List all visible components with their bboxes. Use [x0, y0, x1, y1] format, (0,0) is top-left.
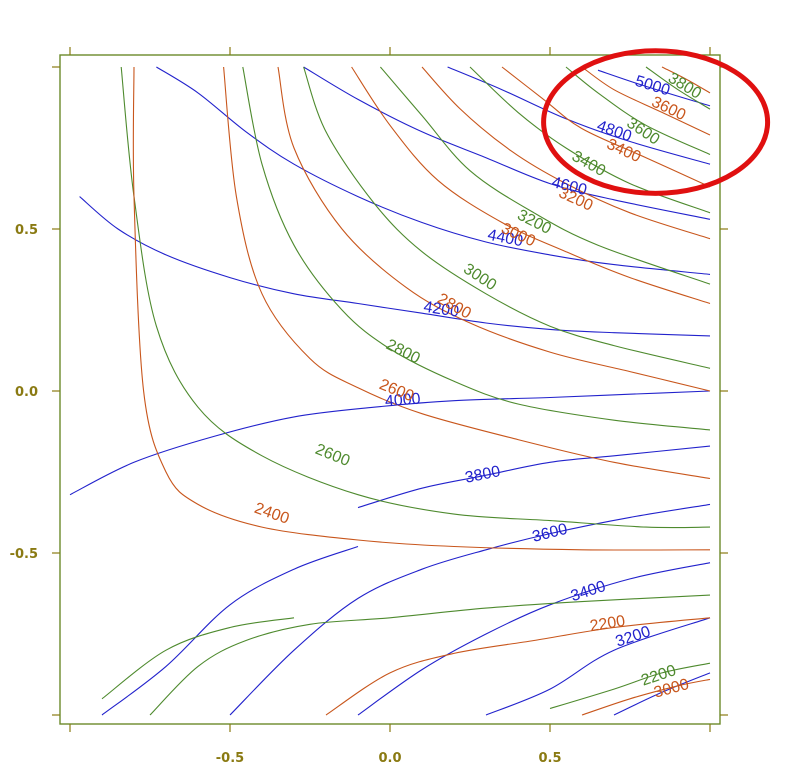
contour-line-blue	[597, 69, 711, 107]
contour-label-orange: 2200	[589, 613, 627, 636]
contour-label-green: 2600	[313, 441, 352, 470]
contour-line-green	[645, 66, 711, 110]
contour-line-green	[120, 66, 711, 529]
y-tick-label: 0.0	[15, 385, 38, 400]
contour-label-blue: 3800	[464, 463, 502, 487]
contour-line-blue	[447, 66, 711, 165]
contour-line-blue	[357, 445, 711, 509]
contour-label-blue: 4000	[384, 391, 421, 411]
contour-label-blue: 4200	[422, 299, 460, 321]
contour-line-orange	[277, 66, 711, 392]
contour-line-orange	[661, 66, 711, 94]
contour-label-green: 2800	[383, 336, 423, 367]
contour-line-orange	[132, 66, 711, 551]
contour-line-blue	[156, 66, 711, 275]
contour-label-blue: 5000	[633, 73, 672, 100]
contour-line-orange	[501, 66, 711, 188]
contour-label-orange: 3600	[649, 94, 689, 125]
contour-line-blue	[485, 617, 711, 716]
x-tick-label: 0.0	[378, 751, 401, 766]
contour-line-orange	[325, 617, 711, 716]
y-tick-label: 0.5	[15, 223, 38, 238]
contour-label-green: 3400	[569, 148, 608, 180]
highlight-ellipse	[541, 48, 771, 196]
axes: -0.5 0.0 0.5 0.5 0.0 -0.5	[10, 47, 728, 766]
contour-label-orange: 2400	[252, 500, 291, 528]
contour-line-blue	[101, 545, 359, 716]
contour-line-orange	[351, 66, 711, 305]
contour-line-green	[101, 617, 295, 700]
contour-label-blue: 3600	[531, 521, 570, 546]
contour-line-blue	[613, 672, 711, 716]
contour-line-orange	[581, 66, 711, 136]
contour-line-blue	[229, 503, 711, 716]
contour-line-blue	[79, 196, 711, 337]
contour-label-green: 3000	[460, 260, 499, 294]
x-tick-label: -0.5	[216, 751, 244, 766]
contour-line-green	[303, 66, 711, 369]
x-tick-label: 0.5	[538, 751, 561, 766]
contour-label-blue: 4400	[486, 227, 524, 251]
contour-line-orange	[421, 66, 711, 240]
y-tick-label: -0.5	[10, 547, 38, 562]
contour-line-blue	[303, 66, 711, 220]
contour-line-green	[565, 66, 711, 156]
highlight-annotation	[541, 48, 771, 196]
contour-line-green	[469, 66, 711, 214]
contour-line-green	[242, 66, 711, 431]
contour-line-green	[379, 66, 711, 285]
contour-line-green	[549, 662, 711, 710]
contour-line-orange	[581, 678, 711, 716]
contour-line-green	[149, 594, 711, 716]
contour-labels: 4200440046004800500040003800360034003200…	[252, 70, 704, 702]
contour-lines	[69, 66, 711, 716]
contour-line-blue	[357, 562, 711, 716]
contour-line-orange	[223, 66, 711, 480]
